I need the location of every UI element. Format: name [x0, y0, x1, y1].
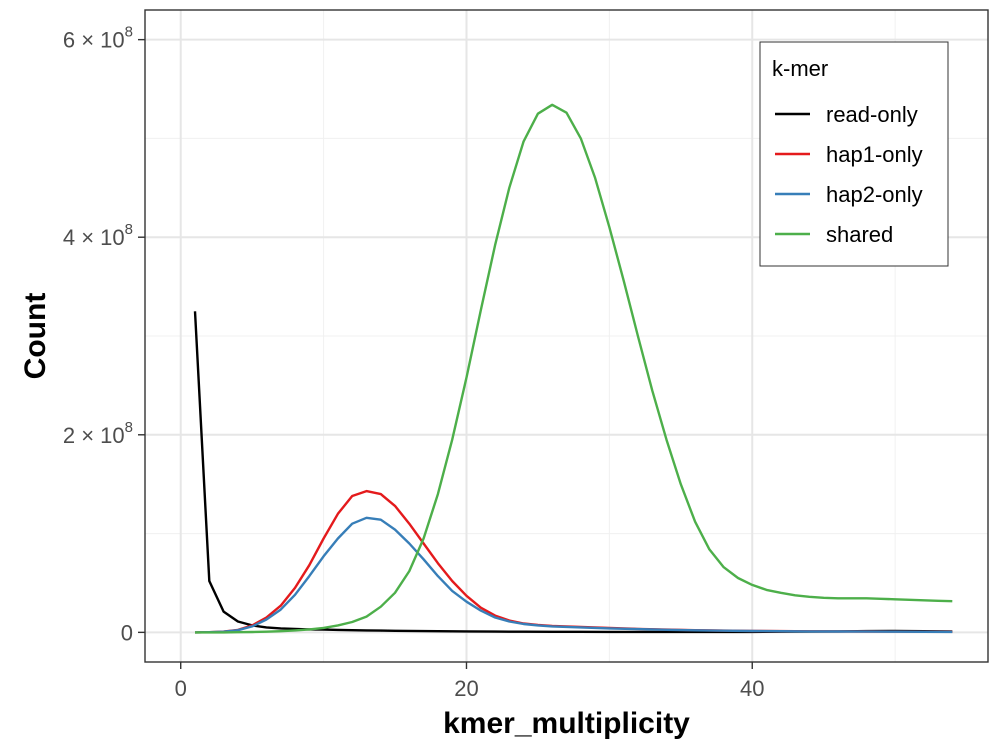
legend-label-hap2-only: hap2-only	[826, 182, 923, 207]
y-tick-label: 6 × 108	[63, 24, 133, 53]
legend-label-hap1-only: hap1-only	[826, 142, 923, 167]
y-tick-label: 2 × 108	[63, 419, 133, 448]
x-tick-label: 40	[740, 676, 764, 701]
legend-label-read-only: read-only	[826, 102, 918, 127]
x-tick-label: 0	[175, 676, 187, 701]
legend-title: k-mer	[772, 56, 828, 81]
kmer-multiplicity-chart: 0 20 40 0 2 × 108 4 × 108 6 × 108 kmer_multipl…	[0, 0, 1000, 748]
legend-label-shared: shared	[826, 222, 893, 247]
x-tick-label: 20	[454, 676, 478, 701]
y-axis-title: Count	[19, 293, 52, 380]
x-axis-title: kmer_multiplicity	[443, 707, 690, 740]
y-tick-label: 0	[121, 620, 133, 645]
y-tick-label: 4 × 108	[63, 221, 133, 250]
legend: k-mer read-only hap1-only hap2-only shared	[760, 42, 948, 266]
